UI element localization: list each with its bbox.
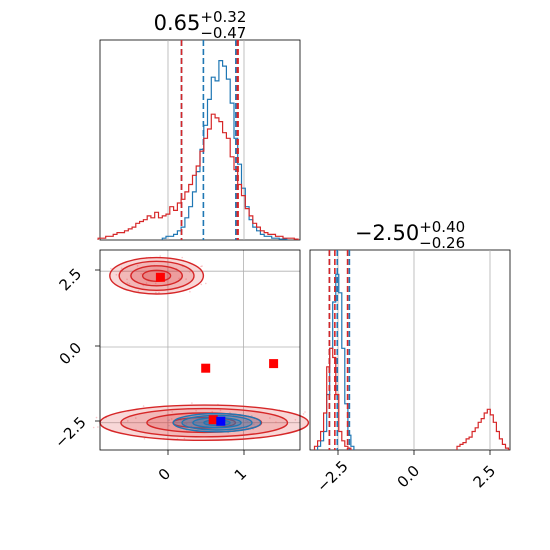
joint-sample-point	[302, 413, 305, 415]
marginal-1-title-upper: +0.32	[200, 8, 246, 26]
joint-y-tick-label: 0.0	[56, 339, 86, 369]
joint-panel: 0 1 2.5 0.0 −2.5	[51, 249, 310, 484]
marginal-1-title-lower: −0.47	[200, 24, 246, 42]
marginal-1-frame	[99, 39, 301, 241]
joint-marker-point	[155, 272, 165, 282]
marginal-panel-1: 0.65+0.32 −0.47	[97, 8, 301, 241]
joint-sample-point	[128, 282, 131, 285]
joint-y-tick-label: −2.5	[51, 413, 89, 451]
joint-sample-point	[137, 290, 140, 292]
joint-sample-point	[143, 437, 146, 440]
joint-frame	[99, 249, 301, 451]
joint-series-layer	[92, 250, 310, 450]
joint-sample-point	[181, 256, 183, 259]
joint-sample-point	[185, 423, 188, 425]
joint-sample-point	[184, 423, 186, 425]
joint-sample-point	[185, 278, 187, 280]
marginal-2-x-tick-label: 0.0	[394, 462, 424, 492]
joint-sample-point	[191, 402, 193, 404]
joint-sample-point	[229, 411, 231, 414]
joint-sample-point	[159, 255, 161, 257]
marginal-1-series-layer	[97, 40, 299, 240]
joint-sample-point	[126, 282, 129, 284]
joint-sample-point	[92, 426, 95, 429]
joint-sample-point	[211, 411, 213, 413]
joint-x-ticks: 0 1	[155, 450, 250, 484]
joint-sample-point	[245, 419, 247, 422]
joint-sample-point	[145, 282, 148, 284]
joint-sample-point	[168, 424, 170, 427]
joint-sample-point	[115, 274, 118, 276]
joint-sample-point	[195, 409, 197, 412]
joint-sample-point	[250, 415, 253, 417]
joint-sample-point	[201, 265, 203, 267]
joint-sample-point	[183, 437, 186, 440]
marginal-panel-2: −2.5 0.0 2.5 −2.50+0.40 −0.26	[309, 218, 511, 496]
joint-sample-point	[200, 283, 203, 286]
joint-sample-point	[205, 282, 207, 285]
joint-sample-point	[170, 418, 173, 420]
marginal-2-title: −2.50+0.40 −0.26	[355, 218, 465, 252]
joint-marker-point	[201, 363, 211, 373]
marginal-1-hist-step-series-0	[161, 60, 288, 240]
joint-sample-point	[121, 270, 124, 273]
joint-sample-point	[120, 267, 123, 270]
joint-sample-point	[127, 420, 129, 422]
joint-marker-point	[208, 415, 218, 425]
joint-sample-point	[182, 422, 185, 424]
joint-sample-point	[95, 416, 98, 419]
joint-sample-point	[126, 278, 128, 281]
marginal-2-title-lower: −0.26	[419, 234, 465, 252]
joint-sample-point	[158, 291, 160, 294]
joint-sample-point	[171, 411, 173, 413]
marginal-1-title-value: 0.65	[154, 11, 201, 35]
joint-sample-point	[97, 426, 99, 428]
joint-sample-point	[275, 421, 277, 424]
joint-sample-point	[142, 405, 145, 407]
joint-sample-point	[110, 267, 112, 270]
joint-sample-point	[253, 423, 255, 425]
marginal-2-x-tick-label: −2.5	[313, 457, 351, 495]
marginal-2-x-tick-label: 2.5	[470, 462, 500, 492]
joint-sample-point	[189, 290, 191, 293]
joint-marker-point	[269, 359, 279, 369]
joint-sample-point	[246, 420, 249, 423]
marginal-1-title: 0.65+0.32 −0.47	[154, 8, 247, 42]
joint-sample-point	[269, 417, 271, 419]
joint-sample-point	[155, 291, 157, 294]
marginal-2-title-upper: +0.40	[419, 218, 465, 236]
joint-sample-point	[136, 265, 139, 267]
joint-sample-point	[135, 428, 137, 431]
joint-sample-point	[219, 409, 222, 412]
joint-sample-point	[154, 282, 157, 285]
joint-sample-point	[140, 273, 142, 275]
joint-sample-point	[135, 417, 137, 419]
joint-sample-point	[168, 419, 170, 421]
marginal-2-hist-step-series-0	[317, 273, 355, 450]
joint-sample-point	[180, 419, 182, 422]
marginal-2-title-value: −2.50	[355, 221, 419, 245]
joint-sample-point	[304, 411, 306, 413]
joint-sample-point	[174, 421, 176, 424]
joint-x-tick-label: 1	[231, 465, 250, 484]
marginal-2-frame	[309, 249, 511, 451]
joint-sample-point	[188, 271, 191, 273]
joint-marker-point	[216, 416, 226, 426]
marginal-2-hist-step-series-1	[313, 347, 510, 450]
joint-x-tick-label: 0	[155, 465, 174, 484]
marginal-1-hist-step-series-1	[97, 113, 299, 240]
joint-sample-point	[176, 421, 178, 424]
joint-sample-point	[294, 419, 297, 421]
joint-y-tick-label: 2.5	[56, 265, 86, 295]
marginal-2-series-layer	[313, 250, 510, 450]
joint-sample-point	[167, 419, 169, 422]
marginal-2-x-ticks: −2.5 0.0 2.5	[313, 450, 499, 496]
joint-sample-point	[178, 277, 180, 280]
joint-y-ticks: 2.5 0.0 −2.5	[51, 265, 100, 452]
